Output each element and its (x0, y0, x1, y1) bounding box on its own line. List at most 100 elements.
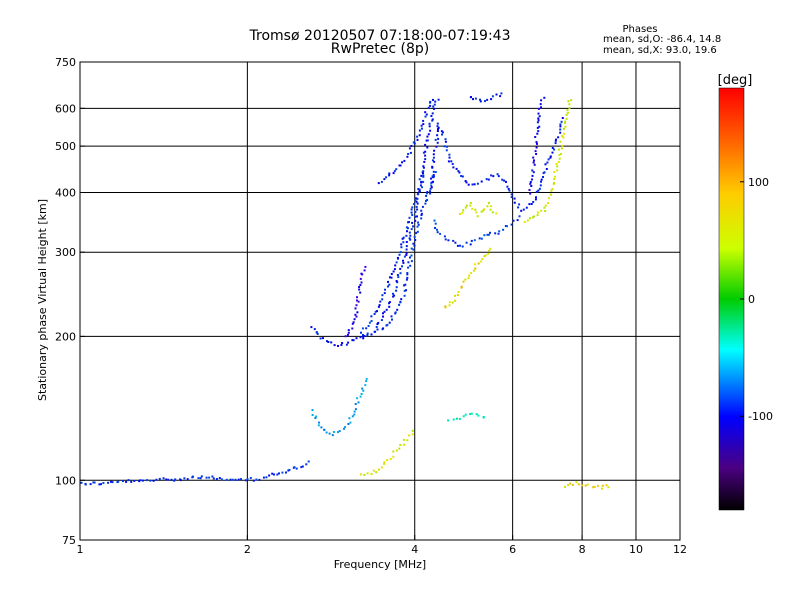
data-point (356, 299, 358, 302)
data-point (366, 334, 369, 337)
data-point (482, 416, 485, 419)
data-point (426, 191, 429, 193)
data-point (489, 247, 492, 250)
data-point (173, 479, 176, 482)
data-point (252, 479, 255, 482)
data-point (601, 484, 604, 487)
data-point (543, 206, 546, 209)
data-point (409, 256, 411, 259)
data-point (479, 100, 482, 103)
data-point (439, 232, 442, 235)
data-point (432, 180, 434, 183)
data-point (554, 139, 557, 142)
data-point (395, 261, 398, 264)
data-point (546, 161, 549, 164)
data-point (377, 468, 380, 471)
data-point (366, 472, 369, 475)
data-point (447, 239, 450, 242)
data-point (561, 144, 564, 147)
data-point (451, 163, 454, 165)
data-point (429, 100, 432, 103)
data-point (518, 203, 521, 206)
data-point (170, 478, 173, 481)
data-point (355, 304, 358, 307)
data-point (507, 188, 510, 190)
data-point (532, 215, 535, 218)
data-point (422, 119, 425, 122)
data-point (437, 98, 440, 101)
data-point (430, 177, 432, 180)
data-point (393, 268, 396, 271)
data-point (375, 326, 378, 328)
data-point (320, 426, 323, 429)
data-point (388, 305, 391, 308)
data-point (362, 337, 365, 340)
data-point (376, 323, 379, 326)
data-point (432, 174, 435, 176)
data-point (396, 256, 399, 259)
data-point (84, 483, 87, 486)
data-point (352, 321, 355, 324)
data-point (162, 477, 165, 480)
data-point (402, 236, 405, 239)
data-point (431, 112, 434, 115)
data-point (553, 171, 556, 173)
data-point (457, 170, 460, 173)
data-point (398, 253, 401, 256)
data-point (482, 209, 485, 212)
data-point (537, 112, 540, 115)
data-point (483, 208, 486, 211)
data-point (480, 180, 483, 183)
data-point (205, 476, 208, 479)
data-point (496, 173, 499, 176)
data-point (495, 212, 498, 215)
data-point (556, 169, 559, 172)
data-point (92, 481, 95, 484)
data-point (389, 276, 391, 279)
data-point (537, 130, 540, 133)
data-point (199, 477, 202, 480)
data-point (436, 125, 439, 128)
data-point (359, 291, 362, 294)
data-point (419, 184, 422, 187)
data-point (495, 93, 498, 96)
data-point (456, 294, 459, 296)
data-point (351, 322, 354, 325)
chart-title: Tromsø 20120507 07:18:00-07:19:43 (249, 28, 511, 44)
data-point (408, 216, 411, 219)
data-point (413, 142, 416, 145)
data-point (357, 401, 360, 404)
data-point (540, 209, 543, 212)
data-point (414, 215, 417, 218)
data-point (458, 417, 461, 420)
data-point (333, 344, 336, 347)
data-point (537, 119, 540, 122)
data-point (506, 225, 508, 228)
data-point (237, 478, 240, 481)
data-point (549, 155, 552, 158)
colorbar-tick-label: 0 (748, 293, 755, 306)
data-point (415, 232, 418, 235)
data-point (436, 134, 439, 137)
data-point (575, 481, 578, 484)
data-point (531, 174, 534, 177)
data-point (392, 292, 394, 295)
data-point (408, 231, 411, 234)
data-point (434, 100, 437, 103)
data-point (352, 339, 355, 342)
data-point (429, 129, 432, 132)
data-point (487, 233, 490, 236)
data-point (437, 128, 439, 131)
data-point (353, 413, 356, 416)
data-point (392, 270, 395, 273)
data-point (469, 204, 472, 207)
data-point (395, 286, 398, 289)
data-point (395, 168, 398, 171)
data-point (359, 277, 362, 280)
data-point (411, 433, 414, 436)
data-point (411, 429, 414, 432)
y-tick-label: 750 (55, 56, 76, 69)
data-point (393, 294, 396, 297)
data-point (518, 215, 521, 218)
data-point (456, 244, 459, 247)
